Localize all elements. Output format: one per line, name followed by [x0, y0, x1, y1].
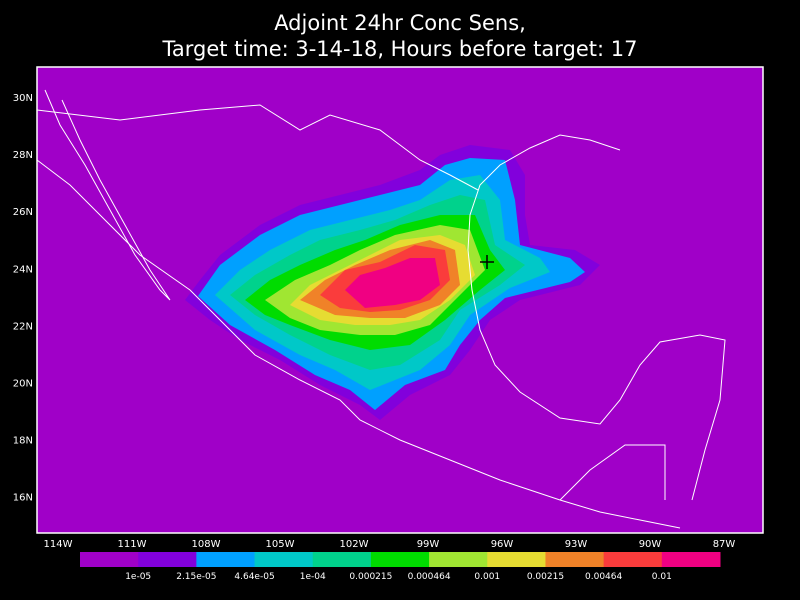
- colorbar: 1e-05 2.15e-05 4.64e-05 1e-04 0.000215 0.0004…: [80, 552, 721, 582]
- colorbar-swatch: [370, 552, 430, 567]
- target-marker: [480, 255, 494, 269]
- colorbar-label: 1e-04: [300, 572, 326, 582]
- lat-label: 16N: [13, 493, 33, 504]
- border: [559, 444, 666, 501]
- lon-label: 90W: [639, 539, 662, 550]
- colorbar-swatch: [603, 552, 663, 567]
- colorbar-swatch: [545, 552, 605, 567]
- lon-label: 93W: [565, 539, 588, 550]
- colorbar-swatch: [312, 552, 372, 567]
- lon-label: 114W: [44, 539, 73, 550]
- lon-label: 102W: [340, 539, 369, 550]
- lat-label: 28N: [13, 150, 33, 161]
- lon-label: 87W: [713, 539, 736, 550]
- colorbar-label: 4.64e-05: [234, 572, 274, 582]
- lat-label: 20N: [13, 379, 33, 390]
- colorbar-label: 0.000215: [349, 572, 392, 582]
- colorbar-swatch: [487, 552, 546, 567]
- coastlines: [36, 89, 726, 529]
- lon-label: 111W: [118, 539, 147, 550]
- title-line: Adjoint 24hr Conc Sens,: [274, 11, 526, 35]
- colorbar-label: 0.00215: [527, 572, 564, 582]
- coastline: [36, 159, 681, 529]
- title-line: Target time: 3-14-18, Hours before targe…: [162, 37, 638, 61]
- contours: [185, 145, 600, 420]
- axis-labels: 30N 28N 26N 24N 22N 20N 18N 16N 114W 111W 108W 105W…: [13, 93, 736, 550]
- colorbar-label: 2.15e-05: [176, 572, 216, 582]
- colorbar-swatch: [196, 552, 256, 567]
- border: [36, 104, 479, 191]
- lat-label: 30N: [13, 93, 33, 104]
- colorbar-swatch: [80, 552, 139, 567]
- colorbar-swatch: [429, 552, 488, 567]
- lat-label: 26N: [13, 207, 33, 218]
- coastline: [467, 134, 726, 501]
- lon-label: 108W: [192, 539, 221, 550]
- lon-label: 105W: [266, 539, 295, 550]
- lat-label: 18N: [13, 436, 33, 447]
- colorbar-swatch: [254, 552, 314, 567]
- lon-label: 96W: [491, 539, 514, 550]
- colorbar-swatch: [661, 552, 721, 567]
- colorbar-label: 0.01: [652, 572, 672, 582]
- colorbar-label: 0.001: [474, 572, 500, 582]
- colorbar-label: 1e-05: [125, 572, 151, 582]
- lat-label: 22N: [13, 321, 33, 332]
- map-frame: [36, 66, 764, 534]
- lon-label: 99W: [417, 539, 440, 550]
- colorbar-swatch: [138, 552, 197, 567]
- lat-label: 24N: [13, 264, 33, 275]
- coastline: [44, 89, 171, 301]
- colorbar-label: 0.000464: [408, 572, 451, 582]
- contour: [345, 258, 440, 308]
- colorbar-label: 0.00464: [585, 572, 622, 582]
